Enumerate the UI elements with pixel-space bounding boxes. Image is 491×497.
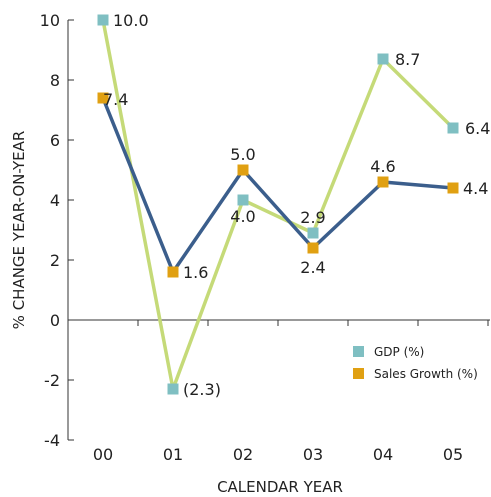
gdp-data-label: 8.7 bbox=[395, 50, 420, 69]
legend: GDP (%) Sales Growth (%) bbox=[353, 345, 478, 381]
y-tick-label: 4 bbox=[50, 191, 60, 210]
x-axis-title: CALENDAR YEAR bbox=[217, 478, 343, 496]
sales-growth-line bbox=[101, 97, 454, 274]
gdp-line bbox=[101, 19, 455, 391]
sales-growth-marker bbox=[237, 164, 249, 176]
y-tick-label: 8 bbox=[50, 71, 60, 90]
sales-growth-data-label: 4.4 bbox=[463, 179, 488, 198]
x-tick-label: 05 bbox=[443, 445, 463, 464]
sales-growth-marker bbox=[97, 92, 109, 104]
gdp-data-label: 2.9 bbox=[300, 208, 325, 227]
x-tick-label: 04 bbox=[373, 445, 393, 464]
x-tick-label: 03 bbox=[303, 445, 323, 464]
gdp-marker bbox=[447, 122, 459, 134]
series-lines bbox=[101, 19, 455, 391]
sales-growth-marker bbox=[307, 242, 319, 254]
gdp-marker bbox=[167, 383, 179, 395]
legend-swatch bbox=[353, 346, 364, 357]
gdp-marker bbox=[237, 194, 249, 206]
legend-label: GDP (%) bbox=[374, 345, 424, 359]
gdp-data-label: (2.3) bbox=[183, 380, 221, 399]
y-tick-label: -4 bbox=[44, 431, 60, 450]
legend-swatch bbox=[353, 368, 364, 379]
sales-growth-marker bbox=[167, 266, 179, 278]
legend-label: Sales Growth (%) bbox=[374, 367, 478, 381]
sales-growth-marker bbox=[377, 176, 389, 188]
sales-growth-data-label: 2.4 bbox=[300, 258, 325, 277]
y-axis-title: % CHANGE YEAR-ON-YEAR bbox=[10, 131, 28, 330]
sales-growth-data-label: 1.6 bbox=[183, 263, 208, 282]
gdp-data-label: 10.0 bbox=[113, 11, 149, 30]
sales-growth-marker bbox=[447, 182, 459, 194]
sales-growth-data-label: 5.0 bbox=[230, 145, 255, 164]
gdp-data-label: 6.4 bbox=[465, 119, 490, 138]
sales-growth-data-label: 4.6 bbox=[370, 157, 395, 176]
x-tick-label: 01 bbox=[163, 445, 183, 464]
sales-growth-data-label: 7.4 bbox=[103, 90, 128, 109]
y-tick-label: 0 bbox=[50, 311, 60, 330]
y-tick-label: 10 bbox=[40, 11, 60, 30]
gdp-data-label: 4.0 bbox=[230, 207, 255, 226]
gdp-marker bbox=[97, 14, 109, 26]
x-tick-label: 00 bbox=[93, 445, 113, 464]
data-labels: 10.0 (2.3) 4.0 2.9 8.7 6.4 7.4 1.6 5.0 2.4 4.6 4.4 bbox=[103, 11, 490, 399]
y-tick-label: -2 bbox=[44, 371, 60, 390]
y-tick-label: 2 bbox=[50, 251, 60, 270]
series-markers bbox=[97, 14, 459, 395]
gdp-marker bbox=[377, 53, 389, 65]
gdp-marker bbox=[307, 227, 319, 239]
y-tick-label: 6 bbox=[50, 131, 60, 150]
x-tick-label: 02 bbox=[233, 445, 253, 464]
